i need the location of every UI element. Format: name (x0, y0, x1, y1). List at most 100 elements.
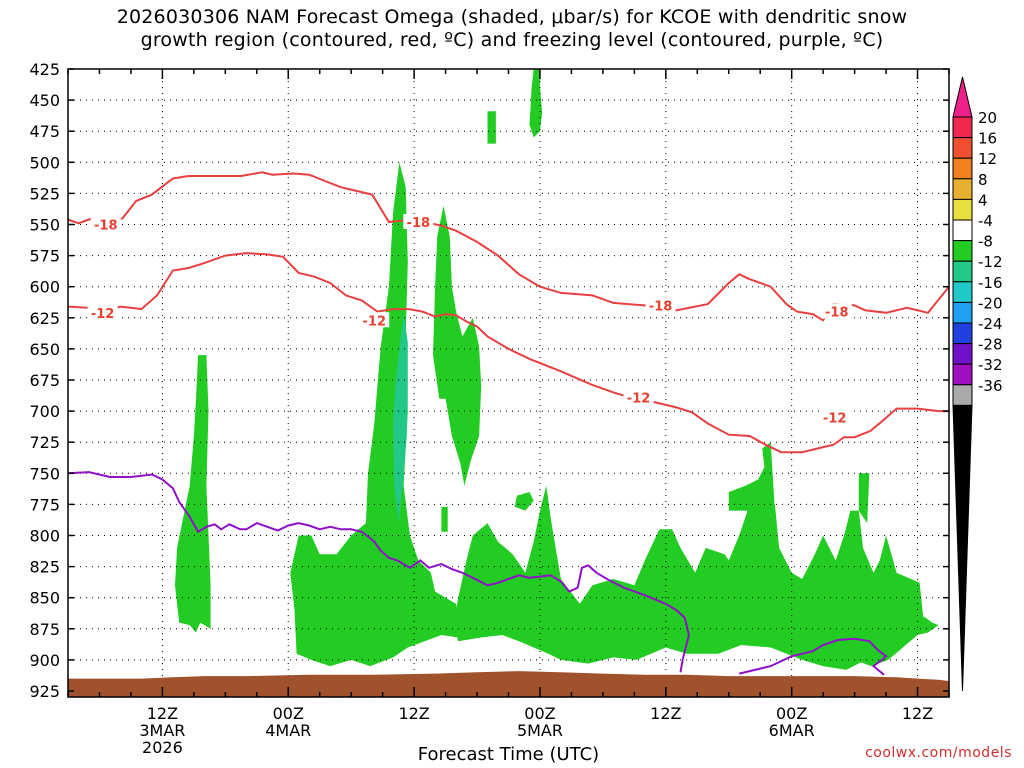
isotherm-label-7: -12 (823, 411, 847, 426)
colorbar-label-7: -12 (978, 253, 1003, 271)
colorbar-label-2: 12 (978, 150, 997, 168)
omega-region-6 (454, 485, 924, 670)
isotherm-label-0: -18 (94, 219, 118, 234)
y-tick-label-14: 775 (29, 495, 60, 514)
colorbar: 20 16 12 8 4 -4 -8 -12 -16 -20 -24 -28 -32 -36 (952, 76, 1003, 692)
colorbar-segment-8 (952, 281, 973, 303)
colorbar-label-13: -36 (978, 377, 1003, 395)
x-tick-label-2-0: 12Z (398, 704, 429, 723)
x-tick-label-0-2: 2026 (142, 738, 183, 757)
x-tick-label-3-1: 5MAR (517, 721, 563, 740)
omega-region-10 (917, 616, 939, 635)
isotherm-label-bg-6 (821, 303, 852, 319)
isotherm-label-bg-1 (87, 304, 118, 320)
colorbar-bottom-arrow (952, 404, 973, 692)
x-axis-label: Forecast Time (UTC) (417, 744, 600, 765)
x-tick-label-5-0: 00Z (776, 704, 807, 723)
isotherm-label-3: -12 (363, 314, 387, 329)
omega-region-0 (175, 355, 211, 633)
y-tick-label-12: 725 (29, 433, 60, 452)
y-tick-label-11: 700 (29, 402, 60, 421)
colorbar-label-8: -16 (978, 274, 1003, 292)
colorbar-label-5: -4 (978, 212, 993, 230)
omega-region-7 (514, 492, 534, 511)
colorbar-segment-0 (952, 116, 973, 139)
colorbar-label-6: -8 (978, 233, 993, 251)
plot-area: -18 -12 -18 -12 -18 -12 -18 -12 425 450 475 500 525 5… (29, 60, 950, 757)
colorbar-label-10: -24 (978, 315, 1003, 333)
freezing-level-line-1 (738, 637, 888, 676)
colorbar-top-arrow (952, 76, 973, 118)
isotherm-label-bg-2 (403, 214, 434, 230)
y-tick-label-13: 750 (29, 464, 60, 483)
y-tick-label-10: 675 (29, 371, 60, 390)
isotherm-label-5: -12 (627, 391, 651, 406)
x-tick-label-5-1: 6MAR (769, 721, 815, 740)
colorbar-label-12: -32 (978, 356, 1003, 374)
omega-region-3 (386, 485, 391, 514)
y-tick-label-4: 525 (29, 184, 60, 203)
omega-region-5 (433, 205, 482, 486)
x-tick-label-3-0: 00Z (524, 704, 555, 723)
isotherm-label-bg-0 (90, 216, 121, 232)
colorbar-label-4: 4 (978, 191, 988, 209)
y-tick-label-7: 600 (29, 278, 60, 297)
plot-inner: -18 -12 -18 -12 -18 -12 -18 -12 (68, 69, 949, 697)
colorbar-segment-6 (952, 240, 973, 262)
isotherm-line-1 (68, 252, 949, 454)
y-tick-label-6: 575 (29, 247, 60, 266)
colorbar-segment-10 (952, 322, 973, 345)
omega-region-12 (487, 111, 496, 144)
freezing-level-line-0 (68, 471, 690, 673)
colorbar-segment-9 (952, 301, 973, 324)
y-tick-label-15: 800 (29, 527, 60, 546)
isotherm-label-6: -18 (825, 306, 849, 321)
title-line-2: growth region (contoured, red, ºC) and f… (140, 29, 884, 51)
colorbar-label-9: -20 (978, 294, 1003, 312)
y-tick-label-1: 450 (29, 91, 60, 110)
y-tick-label-17: 850 (29, 589, 60, 608)
omega-region-2 (393, 311, 408, 524)
x-tick-label-6-0: 12Z (902, 704, 933, 723)
isotherm-label-bg-5 (623, 389, 654, 405)
x-tick-label-1-0: 00Z (273, 704, 304, 723)
isotherm-label-bg-4 (645, 297, 676, 313)
isotherm-line-0 (68, 171, 949, 322)
colorbar-segment-2 (952, 157, 973, 180)
omega-region-9 (858, 473, 870, 524)
x-tick-label-4-0: 12Z (650, 704, 681, 723)
colorbar-label-1: 16 (978, 130, 997, 148)
y-tick-label-8: 625 (29, 309, 60, 328)
isotherm-label-bg-7 (819, 409, 850, 425)
omega-region-4 (441, 506, 448, 532)
x-tick-label-0-0: 12Z (147, 704, 178, 723)
omega-region-1 (290, 162, 459, 667)
colorbar-label-0: 20 (978, 109, 997, 127)
colorbar-segment-11 (952, 343, 973, 365)
colorbar-segment-1 (952, 137, 973, 159)
isotherm-label-bg-3 (359, 312, 390, 328)
omega-region-8 (728, 442, 775, 511)
y-tick-label-20: 925 (29, 682, 60, 701)
y-tick-label-19: 900 (29, 651, 60, 670)
colorbar-segment-4 (952, 198, 973, 221)
isotherm-label-1: -12 (91, 307, 115, 322)
watermark: coolwx.com/models (865, 745, 1012, 761)
y-tick-label-2: 475 (29, 122, 60, 141)
colorbar-label-3: 8 (978, 171, 988, 189)
x-tick-label-1-1: 4MAR (265, 721, 311, 740)
colorbar-segment-5 (952, 219, 973, 242)
x-tick-label-0-1: 3MAR (139, 721, 185, 740)
y-tick-label-5: 550 (29, 216, 60, 235)
title-line-1: 2026030306 NAM Forecast Omega (shaded, μ… (116, 6, 908, 28)
colorbar-segment-3 (952, 178, 973, 200)
colorbar-segment-13 (952, 384, 973, 406)
isotherm-label-2: -18 (407, 216, 431, 231)
y-tick-label-9: 650 (29, 340, 60, 359)
colorbar-segment-12 (952, 363, 973, 386)
y-tick-label-18: 875 (29, 620, 60, 639)
y-tick-label-16: 825 (29, 558, 60, 577)
colorbar-label-11: -28 (978, 336, 1003, 354)
y-tick-label-0: 425 (29, 60, 60, 79)
